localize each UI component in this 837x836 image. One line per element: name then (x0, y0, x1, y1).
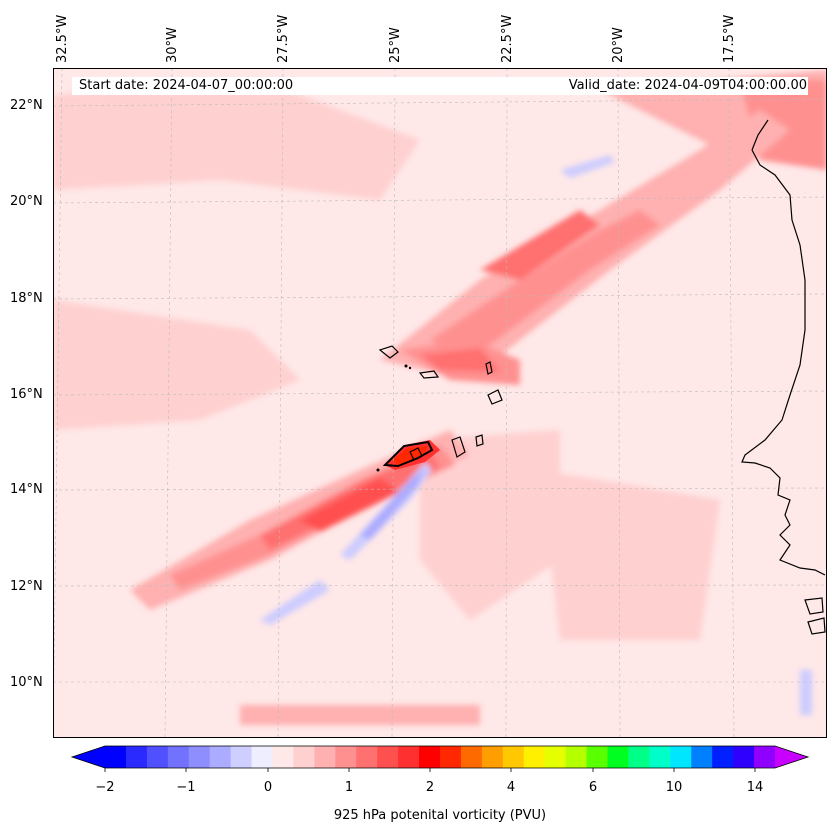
pv-region (540, 470, 720, 640)
pv-field (53, 68, 827, 738)
longitude-label: 30°W (165, 27, 180, 63)
map-frame (53, 68, 827, 738)
longitude-label: 32.5°W (55, 14, 70, 63)
colorbar-cell (670, 746, 692, 768)
latitude-label: 20°N (10, 194, 43, 209)
colorbar-cells (105, 746, 776, 768)
colorbar-tick-label: 0 (263, 780, 273, 795)
longitude-label: 22.5°W (500, 14, 515, 63)
colorbar-cell (460, 746, 483, 768)
pv-negative-streak (560, 155, 615, 178)
colorbar-cell (712, 746, 734, 768)
start-date-label: Start date: 2024-04-07_00:00:00 (79, 78, 294, 93)
colorbar-cell (125, 746, 148, 768)
longitude-label: 25°W (388, 27, 403, 63)
colorbar-cell (377, 746, 399, 768)
latitude-label: 18°N (10, 291, 43, 306)
colorbar-cell (502, 746, 525, 768)
colorbar-cell (146, 746, 169, 768)
latitude-label: 14°N (10, 482, 43, 497)
pv-band (240, 705, 480, 725)
colorbar-cell (293, 746, 315, 768)
colorbar-cell (314, 746, 336, 768)
colorbar-cell (649, 746, 671, 768)
colorbar-cell (691, 746, 713, 768)
colorbar-cell (628, 746, 650, 768)
colorbar-cell (481, 746, 504, 768)
colorbar-cell (188, 746, 211, 768)
island-dots (376, 364, 412, 472)
colorbar-tick-label: 10 (665, 780, 683, 795)
colorbar-tick-label: 6 (588, 780, 598, 795)
latitude-label: 12°N (10, 579, 43, 594)
colorbar-cell (586, 746, 608, 768)
colorbar-tick-label: 2 (425, 780, 435, 795)
colorbar-cell (209, 746, 232, 768)
colorbar-cell (167, 746, 190, 768)
pv-region (420, 348, 500, 372)
colorbar-cell (398, 746, 420, 768)
colorbar-tick-label: 14 (746, 780, 764, 795)
colorbar-cell (335, 746, 357, 768)
colorbar-cell (356, 746, 378, 768)
latitude-label: 10°N (10, 675, 43, 690)
longitude-label: 17.5°W (722, 14, 737, 63)
pv-negative-streak (800, 670, 812, 715)
colorbar-tick-label: −1 (176, 780, 196, 795)
colorbar-cell (607, 746, 629, 768)
colorbar-cell (733, 746, 755, 768)
longitude-label: 20°W (611, 27, 626, 63)
colorbar-cell (251, 746, 273, 768)
colorbar-tick-label: 4 (506, 780, 516, 795)
colorbar-tick-label: 1 (344, 780, 354, 795)
date-info-bar (72, 77, 808, 95)
colorbar-title: 925 hPa potenital vorticity (PVU) (333, 808, 547, 823)
colorbar-cell (230, 746, 253, 768)
colorbar-cell (565, 746, 588, 768)
latitude-label: 16°N (10, 387, 43, 402)
latitude-label: 22°N (10, 98, 43, 113)
pv-region (420, 430, 560, 620)
colorbar-cell (419, 746, 441, 768)
colorbar-ticks (104, 768, 756, 772)
pv-negative-streak (360, 468, 425, 540)
colorbar (70, 745, 810, 772)
colorbar-cell (754, 746, 776, 768)
colorbar-cell (105, 746, 127, 768)
pv-region (53, 80, 420, 200)
colorbar-over-arrow (775, 746, 808, 768)
colorbar-cell (544, 746, 567, 768)
pv-plume (300, 478, 400, 532)
colorbar-tick-label: −2 (95, 780, 115, 795)
colorbar-cell (272, 746, 294, 768)
pv-negative-streak (260, 580, 330, 625)
coastline (378, 119, 826, 635)
pv-band (480, 210, 600, 280)
longitude-label: 27.5°W (276, 14, 291, 63)
graticule (53, 68, 827, 738)
colorbar-cell (440, 746, 462, 768)
pv-region (53, 300, 300, 430)
valid-date-label: Valid_date: 2024-04-09T04:00:00.00 (568, 78, 807, 93)
colorbar-under-arrow (72, 746, 105, 768)
pv-band (430, 210, 660, 360)
colorbar-cell (523, 746, 546, 768)
